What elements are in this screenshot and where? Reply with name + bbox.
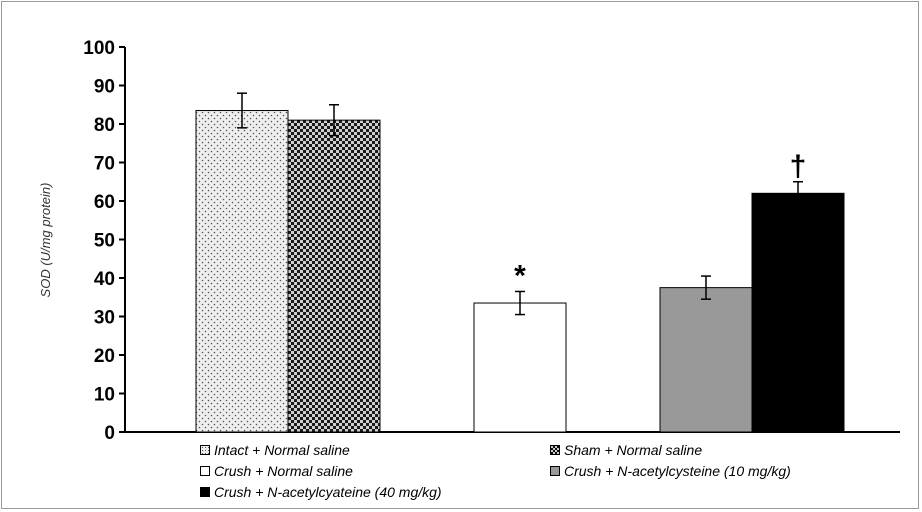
bar: [195, 110, 289, 433]
y-axis-label: SOD (U/mg protein): [38, 183, 53, 298]
y-tick-label: 70: [94, 154, 115, 175]
y-tick-label: 80: [94, 115, 115, 136]
bar: [659, 287, 753, 433]
legend-swatch: [200, 445, 210, 455]
y-tick-label: 40: [94, 269, 115, 290]
bar: [751, 192, 845, 433]
legend-item: Crush + N-acetylcysteine (10 mg/kg): [550, 463, 791, 479]
y-tick-label: 30: [94, 308, 115, 329]
y-tick-label: 90: [94, 77, 115, 98]
legend-label: Sham + Normal saline: [564, 442, 703, 458]
legend-item: Crush + N-acetylcyateine (40 mg/kg): [200, 484, 442, 500]
bars: *†: [195, 92, 845, 433]
legend-label: Intact + Normal saline: [214, 442, 350, 458]
legend-swatch: [200, 487, 210, 497]
legend-label: Crush + N-acetylcyateine (40 mg/kg): [214, 484, 442, 500]
significance-marker: *: [514, 259, 526, 292]
significance-marker: †: [790, 150, 807, 183]
bar: [473, 302, 567, 433]
y-tick-label: 10: [94, 385, 115, 406]
bar: [287, 119, 381, 433]
y-tick-label: 20: [94, 346, 115, 367]
legend-swatch: [550, 445, 560, 455]
y-tick-label: 50: [94, 231, 115, 252]
legend-swatch: [550, 466, 560, 476]
legend-item: Sham + Normal saline: [550, 442, 702, 458]
y-tick-label: 60: [94, 192, 115, 213]
axes: 0 10 20 30 40 50 60 70 80 90 100: [83, 38, 900, 444]
y-tick-label: 100: [83, 38, 115, 59]
y-tick-label: 0: [104, 423, 115, 444]
legend-item: Crush + Normal saline: [200, 463, 353, 479]
legend-label: Crush + N-acetylcysteine (10 mg/kg): [564, 463, 791, 479]
legend-label: Crush + Normal saline: [214, 463, 353, 479]
legend: Intact + Normal saline Sham + Normal sali…: [200, 442, 900, 506]
legend-swatch: [200, 466, 210, 476]
legend-item: Intact + Normal saline: [200, 442, 350, 458]
